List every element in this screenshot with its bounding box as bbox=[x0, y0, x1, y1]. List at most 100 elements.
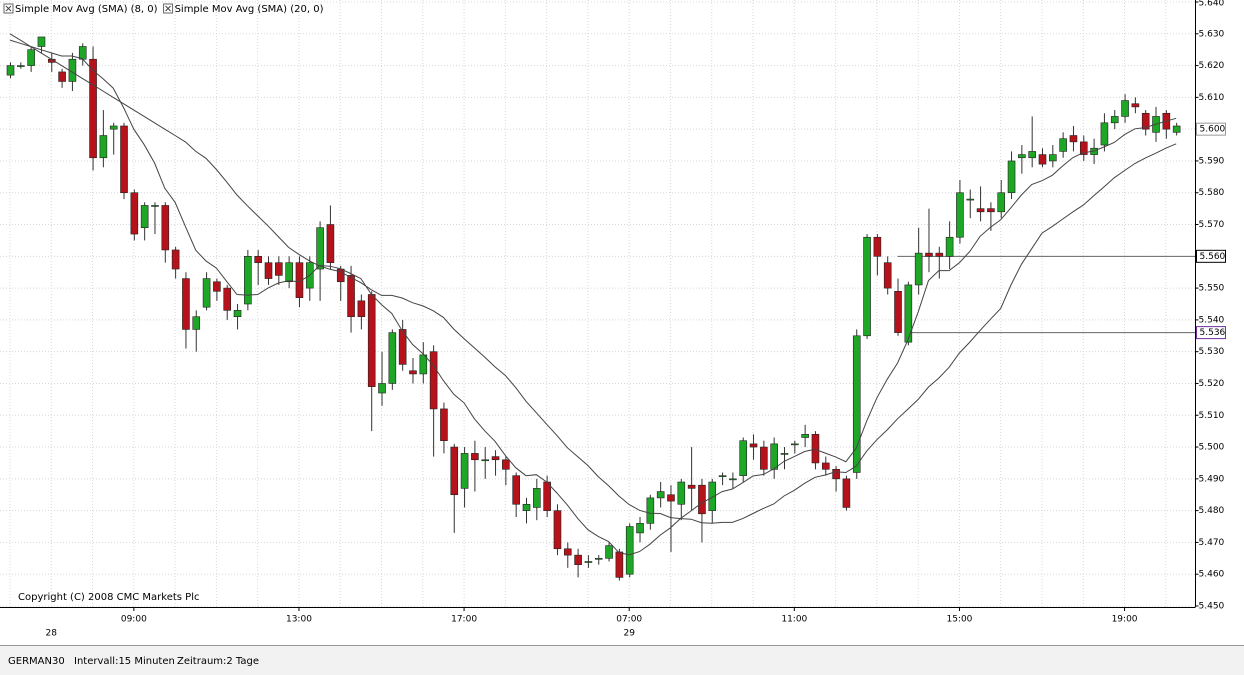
candle-body bbox=[636, 523, 644, 534]
candle-body bbox=[37, 36, 46, 47]
candle-body bbox=[1172, 125, 1181, 133]
candle-body bbox=[347, 275, 355, 318]
legend-label: Simple Mov Avg (SMA) (8, 0) bbox=[15, 4, 158, 15]
candle-body bbox=[130, 192, 139, 235]
candle-body bbox=[791, 443, 799, 446]
candle-body bbox=[708, 481, 717, 511]
candle-body bbox=[667, 494, 675, 502]
candle-body bbox=[801, 434, 809, 438]
candle-body bbox=[904, 284, 913, 343]
candle-body bbox=[1131, 103, 1140, 108]
candle-body bbox=[192, 316, 201, 330]
candle-body bbox=[625, 526, 634, 575]
candle-body bbox=[213, 281, 221, 292]
candle-body bbox=[1018, 154, 1026, 159]
candle-body bbox=[1069, 135, 1078, 143]
candle-body bbox=[1059, 138, 1067, 152]
y-tick-label: 5.510 bbox=[1199, 411, 1225, 421]
candle-body bbox=[27, 49, 35, 66]
candle-body bbox=[481, 459, 490, 462]
candle-body bbox=[894, 290, 902, 333]
candle-body bbox=[1007, 160, 1016, 194]
x-tick-label: 15:00 bbox=[946, 615, 972, 625]
candle-body bbox=[729, 478, 737, 481]
y-tick-label: 5.480 bbox=[1199, 506, 1225, 516]
legend-cross bbox=[165, 5, 171, 12]
candle-body bbox=[842, 478, 851, 508]
x-tick-label: 07:00 bbox=[616, 615, 642, 625]
candle-body bbox=[440, 408, 448, 441]
candle-body bbox=[109, 125, 118, 130]
candle-body bbox=[594, 558, 603, 560]
legend-item: Simple Mov Avg (SMA) (8, 0) bbox=[3, 3, 158, 15]
candle-body bbox=[914, 252, 923, 286]
candle-body bbox=[295, 262, 304, 298]
y-tick-label: 5.460 bbox=[1199, 570, 1225, 580]
y-tick-label: 5.500 bbox=[1199, 443, 1225, 453]
candle-body bbox=[925, 252, 933, 257]
candle-body bbox=[780, 453, 789, 455]
copyright: Copyright (C) 2008 CMC Markets Plc bbox=[18, 592, 199, 603]
candle-body bbox=[275, 262, 283, 276]
x-tick-label: 11:00 bbox=[781, 615, 807, 625]
candle-body bbox=[491, 456, 500, 461]
candle-body bbox=[471, 453, 479, 461]
candle-body bbox=[749, 443, 758, 448]
candle-body bbox=[821, 462, 830, 470]
candle-body bbox=[852, 335, 861, 473]
candle-body bbox=[718, 475, 727, 477]
candle-body bbox=[429, 351, 438, 410]
y-tick-label: 5.570 bbox=[1199, 220, 1225, 230]
candle-body bbox=[574, 554, 582, 565]
candle-body bbox=[140, 205, 149, 229]
y-tick-label: 5.490 bbox=[1199, 474, 1225, 484]
legend-item: Simple Mov Avg (SMA) (20, 0) bbox=[163, 3, 324, 15]
candle-body bbox=[89, 58, 97, 159]
legend-cross bbox=[5, 5, 12, 12]
candle-body bbox=[151, 205, 159, 207]
candle-body bbox=[58, 71, 66, 82]
candle-body bbox=[398, 329, 407, 365]
candle-body bbox=[976, 208, 985, 213]
candle-body bbox=[811, 434, 820, 464]
candle-body bbox=[6, 65, 15, 76]
candle-body bbox=[78, 46, 87, 60]
y-tick-label: 5.610 bbox=[1199, 93, 1225, 103]
candle-body bbox=[99, 135, 108, 159]
candle-body bbox=[223, 287, 232, 311]
status-period: Zeitraum:2 Tage bbox=[177, 656, 259, 667]
candle-body bbox=[171, 249, 180, 270]
candle-body bbox=[997, 192, 1006, 213]
candle-body bbox=[502, 459, 510, 470]
candle-body bbox=[770, 443, 778, 470]
y-tick-label: 5.530 bbox=[1199, 347, 1225, 357]
x-tick-label: 19:00 bbox=[1112, 615, 1138, 625]
y-tick-label: 5.590 bbox=[1199, 156, 1225, 166]
candle-body bbox=[1049, 154, 1057, 162]
y-tick-label: 5.640 bbox=[1199, 0, 1225, 9]
candle-body bbox=[584, 561, 593, 563]
candle-body bbox=[264, 262, 273, 279]
candle-body bbox=[1110, 116, 1119, 124]
candle-body bbox=[543, 481, 551, 511]
level-label: 5.560 bbox=[1200, 252, 1226, 262]
candle-body bbox=[1100, 122, 1109, 146]
y-tick-label: 5.550 bbox=[1199, 284, 1225, 294]
candle-body bbox=[677, 481, 686, 505]
y-tick-label: 5.540 bbox=[1199, 315, 1225, 325]
y-tick-label: 5.630 bbox=[1199, 29, 1225, 39]
candle-body bbox=[863, 236, 871, 337]
candle-body bbox=[563, 548, 572, 556]
candle-body bbox=[202, 278, 211, 308]
level-label: 5.536 bbox=[1200, 328, 1226, 338]
last-price-label: 5.600 bbox=[1200, 125, 1226, 135]
candle-body bbox=[233, 310, 242, 318]
status-symbol: GERMAN30 bbox=[8, 656, 65, 667]
candle-body bbox=[987, 208, 995, 213]
sma-line bbox=[9, 39, 1177, 556]
candle-body bbox=[553, 510, 562, 550]
candle-body bbox=[945, 236, 954, 257]
candle-body bbox=[512, 475, 520, 505]
candle-body bbox=[698, 484, 706, 515]
